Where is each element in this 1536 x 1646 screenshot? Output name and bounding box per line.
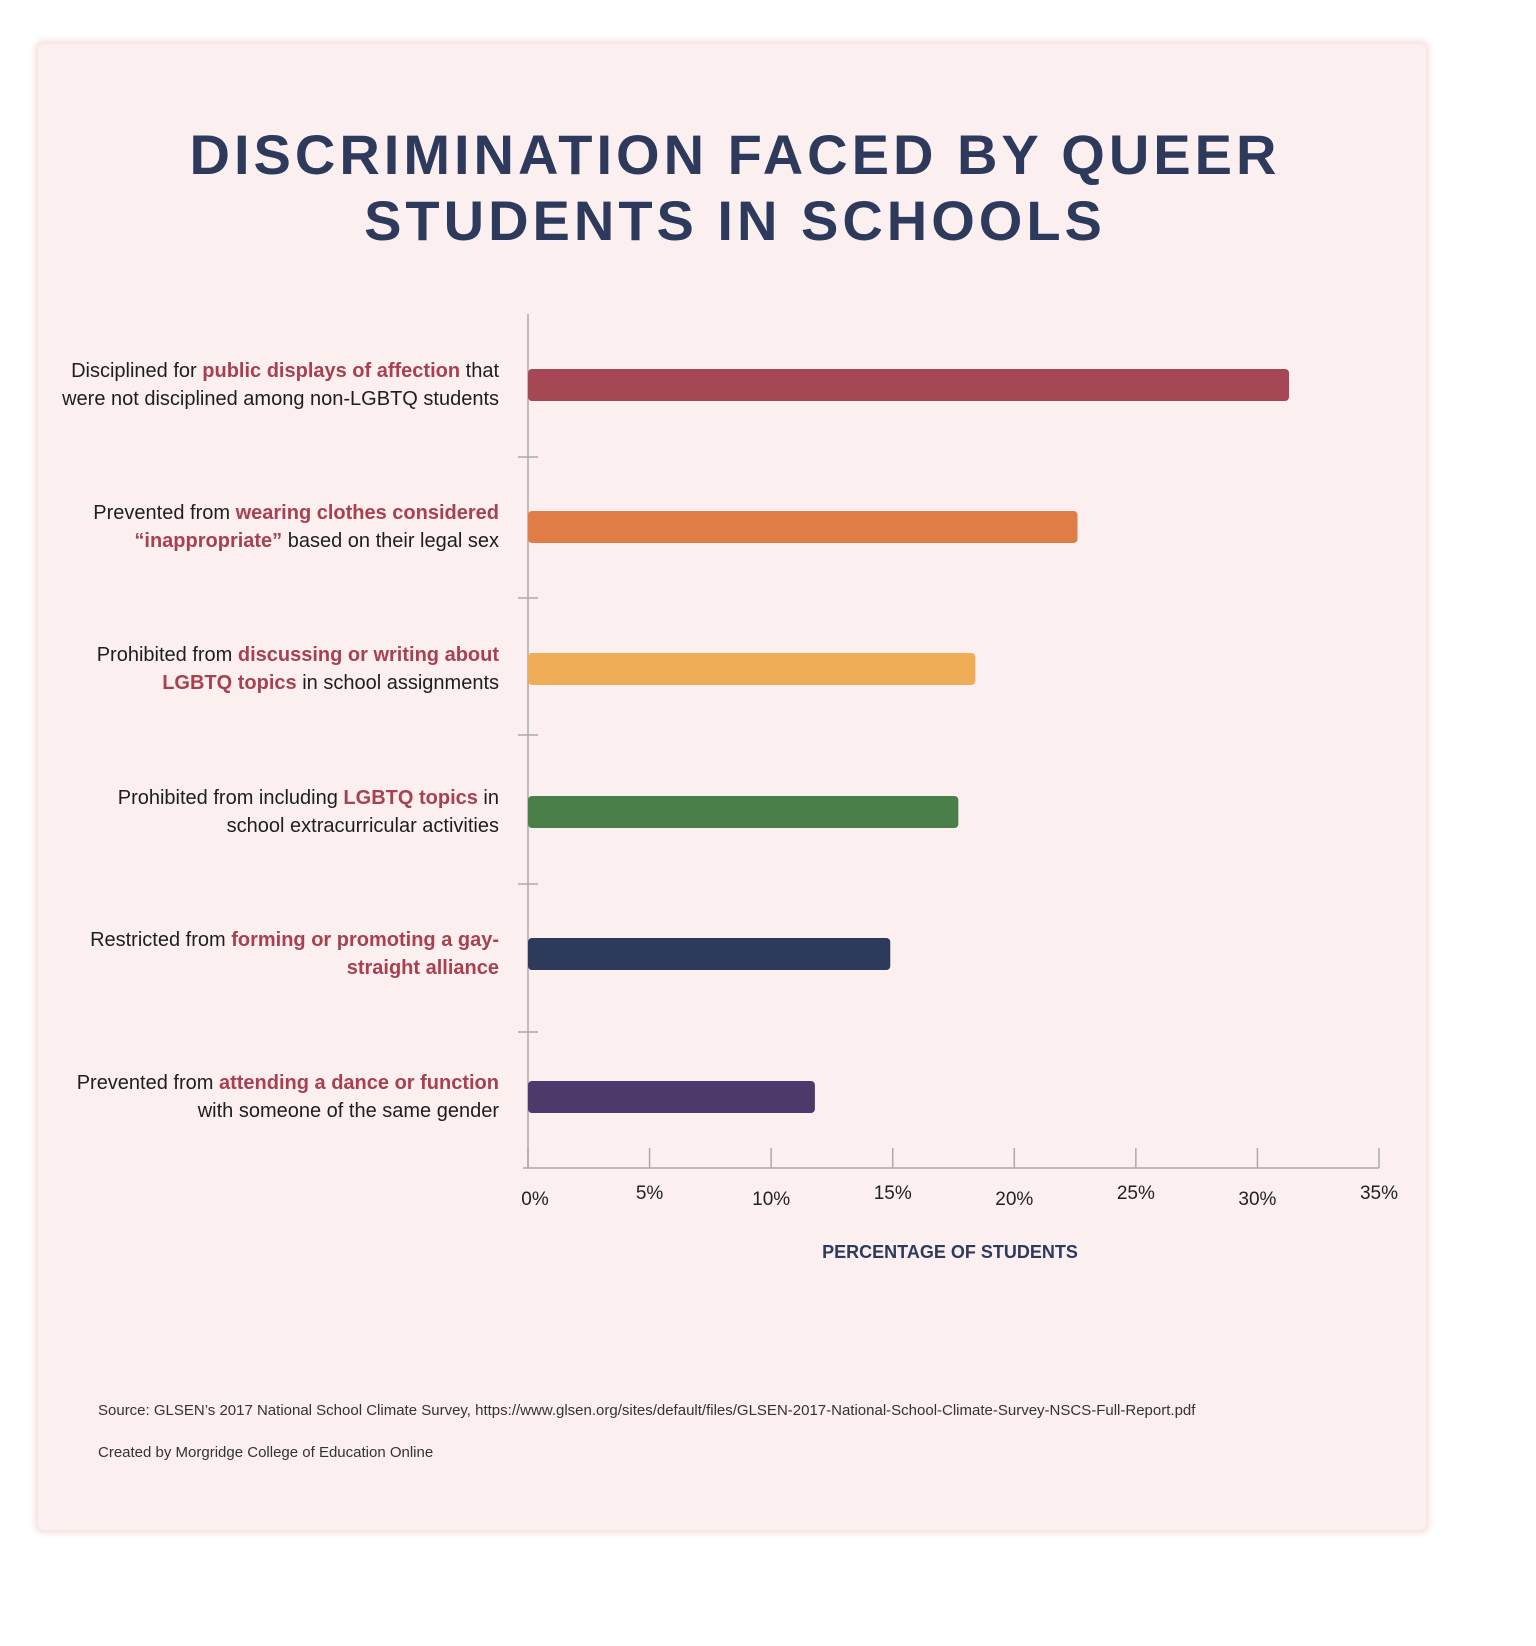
x-tick-label: 30% — [1238, 1189, 1276, 1210]
paper-background — [38, 44, 1426, 1530]
highlighted-text: attending a dance or function — [218, 1072, 499, 1094]
title-line-1: DISCRIMINATION FACED BY QUEER — [189, 123, 1281, 186]
category-label: Disciplined for public displays of affec… — [59, 357, 499, 413]
x-tick-label: 10% — [752, 1189, 790, 1210]
label-text: Prohibited from — [96, 644, 238, 666]
highlighted-text: forming or promoting a gay-straight alli… — [231, 929, 499, 979]
category-label: Restricted from forming or promoting a g… — [59, 926, 499, 982]
chart-title: DISCRIMINATION FACED BY QUEER STUDENTS I… — [0, 122, 1470, 254]
label-text: in school assignments — [296, 672, 499, 694]
x-axis-label: PERCENTAGE OF STUDENTS — [822, 1242, 1078, 1262]
bar — [528, 1081, 815, 1113]
highlighted-text: public displays of affection — [202, 360, 461, 382]
category-label: Prohibited from including LGBTQ topics i… — [59, 784, 499, 840]
label-text: in school extracurricular activities — [226, 787, 499, 837]
bar — [528, 938, 891, 970]
highlighted-text: discussing or writing about LGBTQ topics — [162, 644, 499, 694]
x-tick-label: 35% — [1360, 1183, 1398, 1204]
bar — [528, 511, 1078, 543]
credit-note: Created by Morgridge College of Educatio… — [98, 1444, 434, 1461]
bar — [528, 796, 959, 828]
highlighted-text: wearing clothes considered “inappropriat… — [134, 502, 499, 552]
x-tick-label: 5% — [636, 1183, 664, 1204]
category-label: Prohibited from discussing or writing ab… — [59, 641, 499, 697]
source-note: Source: GLSEN’s 2017 National School Cli… — [98, 1402, 1196, 1419]
title-line-2: STUDENTS IN SCHOOLS — [364, 189, 1106, 252]
label-text: Prevented from — [93, 502, 236, 524]
label-text: with someone of the same gender — [197, 1100, 499, 1122]
highlighted-text: LGBTQ topics — [343, 787, 478, 809]
label-text: Prohibited from including — [117, 787, 344, 809]
x-tick-label: 0% — [521, 1189, 549, 1210]
bar — [528, 369, 1290, 401]
category-label: Prevented from attending a dance or func… — [59, 1069, 499, 1125]
label-text: Disciplined for — [71, 360, 203, 382]
category-label: Prevented from wearing clothes considere… — [59, 499, 499, 555]
bar — [528, 653, 976, 685]
x-tick-label: 20% — [995, 1189, 1033, 1210]
label-text: Prevented from — [76, 1072, 219, 1094]
x-tick-label: 15% — [874, 1183, 912, 1204]
label-text: Restricted from — [90, 929, 232, 951]
x-tick-label: 25% — [1117, 1183, 1155, 1204]
label-text: that were not disciplined among non-LGBT… — [62, 360, 499, 410]
label-text: based on their legal sex — [282, 530, 499, 552]
